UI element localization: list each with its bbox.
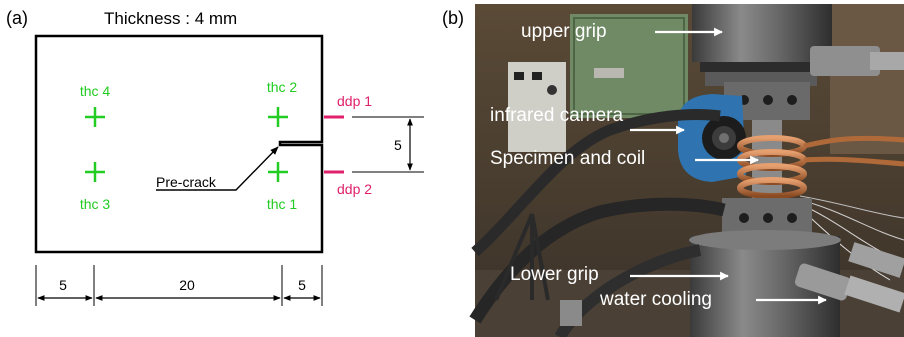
water-cooling-label: water cooling xyxy=(599,289,712,310)
thc3-label: thc 3 xyxy=(80,196,111,212)
thc1-label: thc 1 xyxy=(267,196,298,212)
ddp2-label: ddp 2 xyxy=(337,181,372,197)
specimen-coil-label: Specimen and coil xyxy=(490,148,645,169)
upper-grip-label: upper grip xyxy=(521,21,607,42)
dimension-right-label: 5 xyxy=(298,277,306,293)
thermocouple-thc1: thc 1 xyxy=(267,162,298,212)
thickness-title: Thickness : 4 mm xyxy=(104,9,237,28)
lower-grip-label: Lower grip xyxy=(510,264,599,285)
thermocouple-thc3: thc 3 xyxy=(80,162,111,212)
thermocouple-thc2: thc 2 xyxy=(267,79,298,127)
panel-a: (a) Thickness : 4 mm thc 4 thc 2 thc 3 t… xyxy=(6,8,424,306)
thc4-label: thc 4 xyxy=(80,83,111,99)
ddp1-label: ddp 1 xyxy=(337,93,372,109)
vertical-dimension-label: 5 xyxy=(394,137,402,153)
panel-a-label: (a) xyxy=(6,8,28,28)
dimension-left-label: 5 xyxy=(59,277,67,293)
dimension-middle-label: 20 xyxy=(179,277,195,293)
infrared-camera-label: infrared camera xyxy=(490,105,623,126)
thermocouple-thc4: thc 4 xyxy=(80,83,111,127)
photo: upper grip infrared camera Specimen and … xyxy=(469,4,904,337)
precrack-pointer xyxy=(156,146,279,191)
panel-b-label: (b) xyxy=(442,8,464,28)
specimen-outline xyxy=(34,34,324,254)
thc2-label: thc 2 xyxy=(267,79,298,95)
precrack-label: Pre-crack xyxy=(156,174,217,190)
